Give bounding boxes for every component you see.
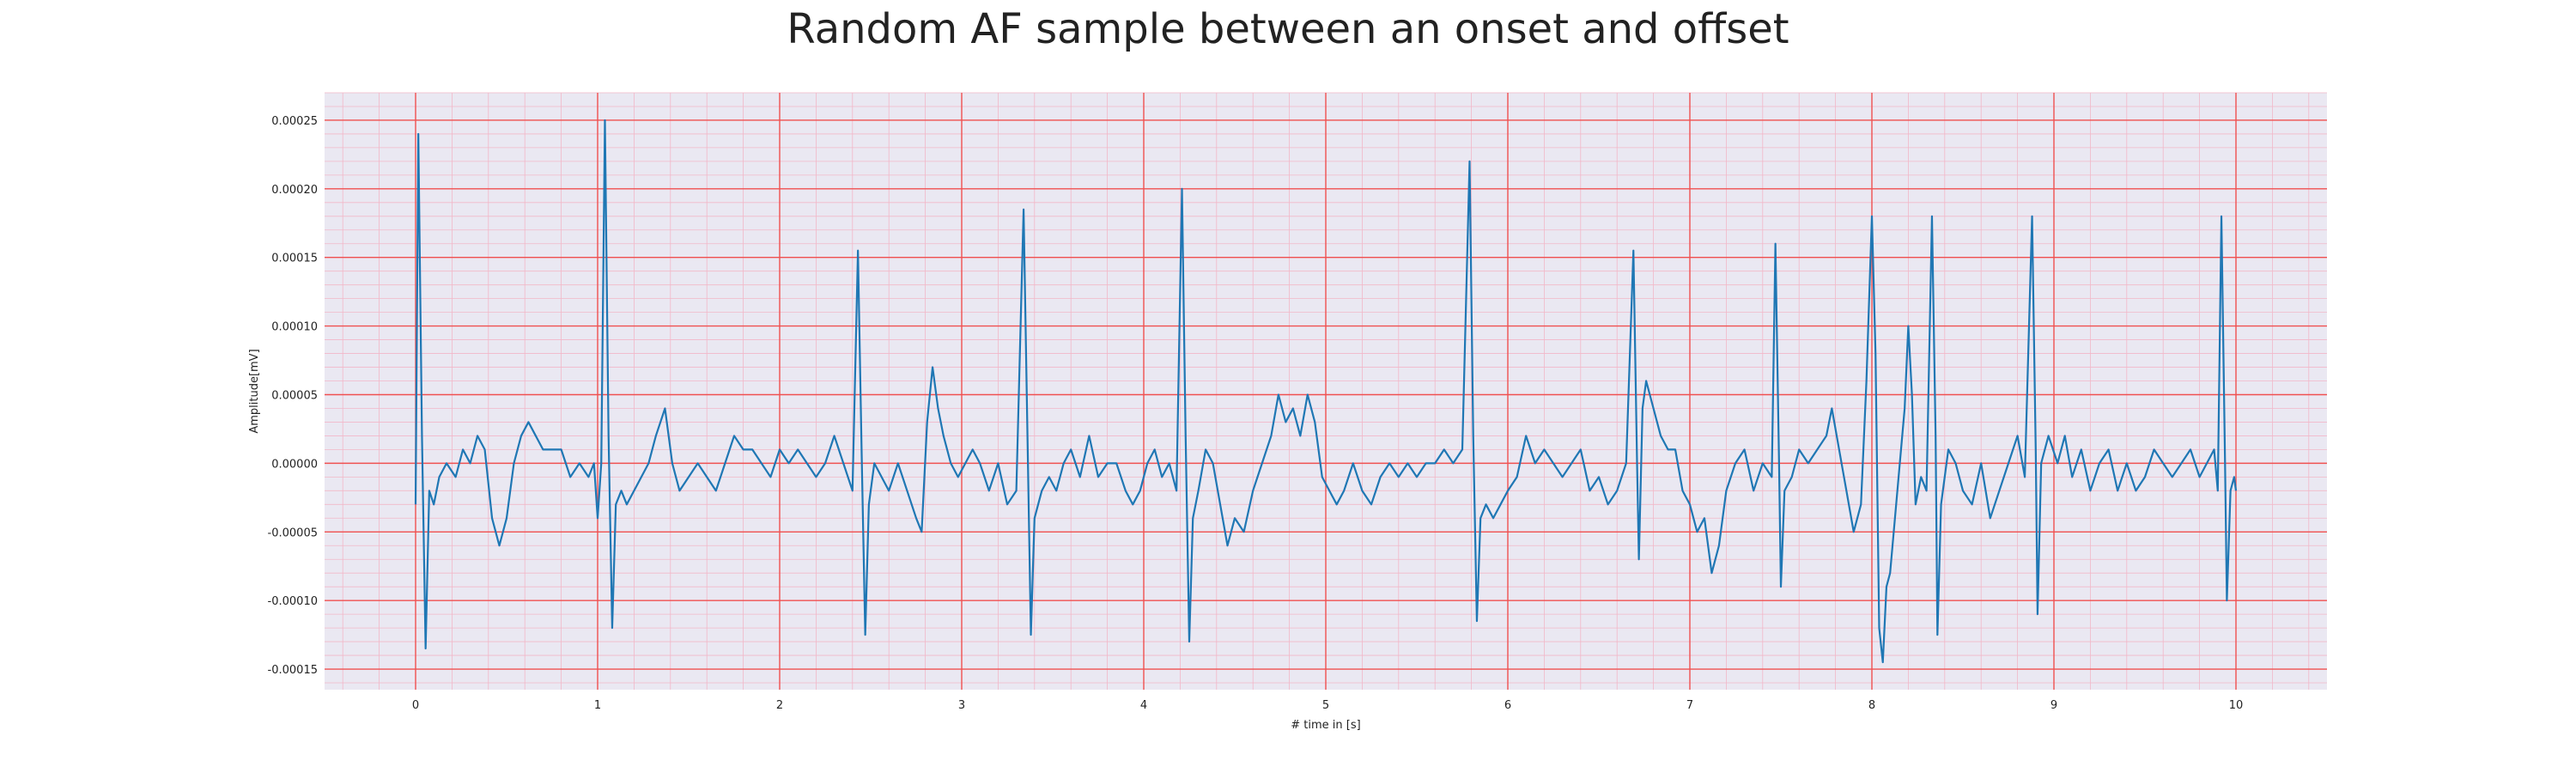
x-tick-label: 6 (1504, 699, 1511, 712)
x-tick-label: 2 (776, 699, 783, 712)
x-tick-label: 10 (2229, 699, 2244, 712)
y-axis-label: Amplitude[mV] (248, 349, 261, 433)
y-tick-label: 0.00025 (271, 115, 318, 128)
x-axis-label: # time in [s] (1291, 719, 1360, 732)
y-tick-label: 0.00020 (271, 184, 318, 197)
x-tick-label: 5 (1322, 699, 1329, 712)
y-tick-label: -0.00015 (268, 664, 318, 677)
y-tick-label: 0.00010 (271, 321, 318, 334)
y-axis-ticks: -0.00015 -0.00010 -0.00005 0.00000 0.00005 0.… (268, 115, 318, 677)
y-tick-label: -0.00005 (268, 526, 318, 539)
chart-title: Random AF sample between an onset and of… (787, 5, 1789, 53)
x-axis-ticks: 0 1 2 3 4 5 6 7 8 9 10 (412, 699, 2243, 712)
x-tick-label: 9 (2050, 699, 2057, 712)
x-tick-label: 3 (958, 699, 965, 712)
y-tick-label: 0.00015 (271, 253, 318, 265)
y-tick-label: 0.00000 (271, 458, 318, 471)
x-tick-label: 7 (1686, 699, 1693, 712)
x-tick-label: 1 (594, 699, 601, 712)
y-tick-label: -0.00010 (268, 595, 318, 608)
ecg-series-line (414, 119, 2238, 664)
x-tick-label: 4 (1140, 699, 1147, 712)
x-tick-label: 0 (412, 699, 419, 712)
y-tick-label: 0.00005 (271, 389, 318, 402)
series-layer (414, 119, 2238, 664)
major-grid (325, 93, 2327, 690)
x-tick-label: 8 (1868, 699, 1875, 712)
